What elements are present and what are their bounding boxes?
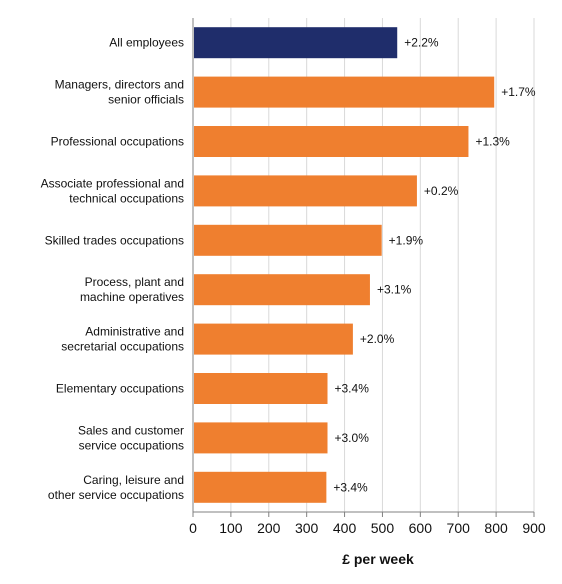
category-label: other service occupations [48,488,184,502]
bar [194,76,495,108]
data-label: +3.1% [377,283,412,297]
x-tick-label: 800 [484,520,508,536]
category-label: Process, plant and [85,275,184,289]
data-label: +3.4% [333,480,368,494]
data-label: +1.9% [389,233,424,247]
category-label: Professional occupations [51,135,184,149]
data-label: +3.4% [335,382,370,396]
labels: 0 100 200 300 400 500 600 700 800 900 +2.2% All emp… [41,36,546,536]
category-label: Skilled trades occupations [45,233,184,247]
bar [194,323,353,355]
x-tick-label: 700 [447,520,471,536]
x-tick-label: 200 [257,520,281,536]
category-label: Administrative and [85,325,184,339]
category-label: Associate professional and [41,176,184,190]
data-label: +1.3% [475,135,510,149]
category-label: service occupations [79,438,184,452]
category-label: senior officials [108,93,184,107]
category-label: Managers, directors and [55,78,184,92]
category-label: Sales and customer [78,423,184,437]
bar [194,274,370,306]
bar [194,422,328,454]
bar [194,175,417,207]
data-label: +2.0% [360,332,395,346]
x-axis-title: £ per week [342,551,414,567]
x-tick-label: 0 [189,520,197,536]
category-label: Elementary occupations [56,382,184,396]
x-tick-label: 100 [219,520,243,536]
bar [194,224,382,256]
bar [194,27,398,59]
x-tick-label: 500 [371,520,395,536]
data-label: +2.2% [404,36,439,50]
bar [194,126,469,157]
x-tick-label: 400 [333,520,357,536]
x-tick-label: 900 [522,520,546,536]
category-label: secretarial occupations [61,340,184,354]
axes [192,18,535,517]
data-label: +1.7% [501,85,536,99]
category-label: machine operatives [80,290,184,304]
bar [194,373,328,404]
category-label: All employees [109,36,184,50]
x-tick-label: 600 [409,520,433,536]
data-label: +3.0% [335,431,370,445]
x-tick-label: 300 [295,520,319,536]
data-label: +0.2% [424,184,459,198]
category-label: technical occupations [69,191,184,205]
bars [194,27,495,503]
bar [194,471,327,503]
category-label: Caring, leisure and [83,473,184,487]
